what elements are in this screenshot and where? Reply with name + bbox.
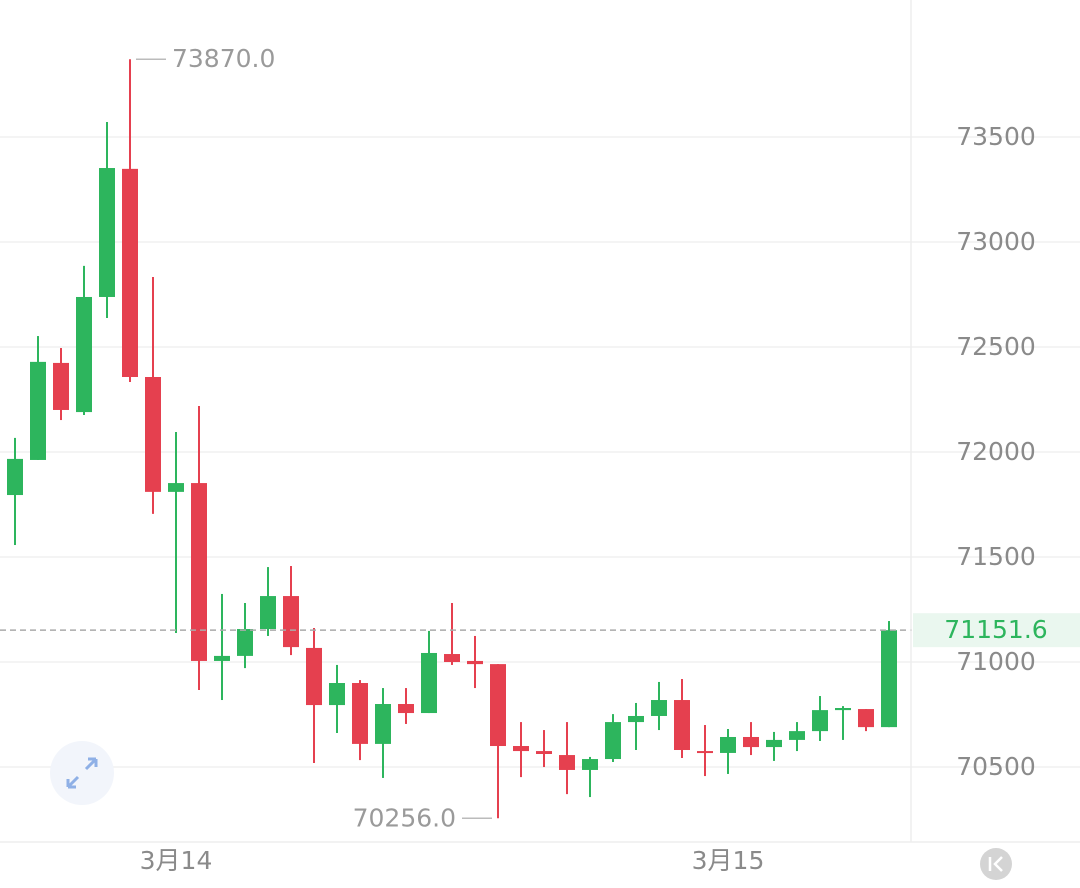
candle-body <box>881 630 897 728</box>
candle-body <box>30 361 46 460</box>
candle-body <box>260 596 276 630</box>
candle-body <box>7 458 23 496</box>
y-tick-label: 72500 <box>956 332 1036 361</box>
candle-body <box>513 746 529 752</box>
candle-body <box>582 759 598 770</box>
k-icon <box>988 856 1003 872</box>
candle-body <box>605 722 621 760</box>
y-tick-label: 71500 <box>956 542 1036 571</box>
candle-body <box>628 715 644 723</box>
candle-body <box>122 168 138 377</box>
candle-body <box>329 683 345 706</box>
candle-body <box>812 710 828 732</box>
candle-body <box>444 654 460 663</box>
expand-circle[interactable] <box>50 741 114 805</box>
candle-body <box>352 683 368 744</box>
candle-body <box>306 647 322 706</box>
candle-body <box>743 736 759 748</box>
y-tick-label: 71000 <box>956 647 1036 676</box>
candle-body <box>536 751 552 754</box>
candle-body <box>99 168 115 297</box>
plot: 70500 71000 71500 72000 72500 73000 73500 3月14 3… <box>0 44 1080 875</box>
candle-body <box>559 755 575 770</box>
k-button[interactable] <box>980 848 1012 880</box>
candle-body <box>651 700 667 716</box>
candle-body <box>835 708 851 711</box>
candle-body <box>720 736 736 753</box>
candle-body <box>766 739 782 748</box>
last-price-box <box>913 613 1080 648</box>
high-label: 73870.0 <box>172 44 275 73</box>
candle-body <box>168 483 184 492</box>
y-tick-label: 72000 <box>956 437 1036 466</box>
candle-body <box>76 296 92 413</box>
candle-body <box>283 596 299 648</box>
y-tick-label: 70500 <box>956 752 1036 781</box>
candle-body <box>789 731 805 740</box>
x-tick-label: 3月15 <box>692 846 765 875</box>
y-tick-label: 73500 <box>956 122 1036 151</box>
x-tick-label: 3月14 <box>140 846 213 875</box>
candle-body <box>858 709 874 728</box>
last-price-label: 71151.6 <box>944 615 1047 644</box>
candle-body <box>145 376 161 492</box>
candle-body <box>214 655 230 661</box>
candle-body <box>467 660 483 665</box>
low-label: 70256.0 <box>353 803 456 832</box>
y-tick-label: 73000 <box>956 227 1036 256</box>
candle-body <box>237 629 253 656</box>
candle-body <box>490 664 506 747</box>
candle-body <box>375 704 391 744</box>
candle-body <box>398 704 414 714</box>
expand-button[interactable] <box>50 741 114 805</box>
candle-body <box>53 362 69 410</box>
candle-body <box>421 652 437 714</box>
candle-body <box>674 700 690 751</box>
candle-body <box>191 483 207 661</box>
expand-icon <box>66 757 98 789</box>
candle-body <box>697 751 713 754</box>
